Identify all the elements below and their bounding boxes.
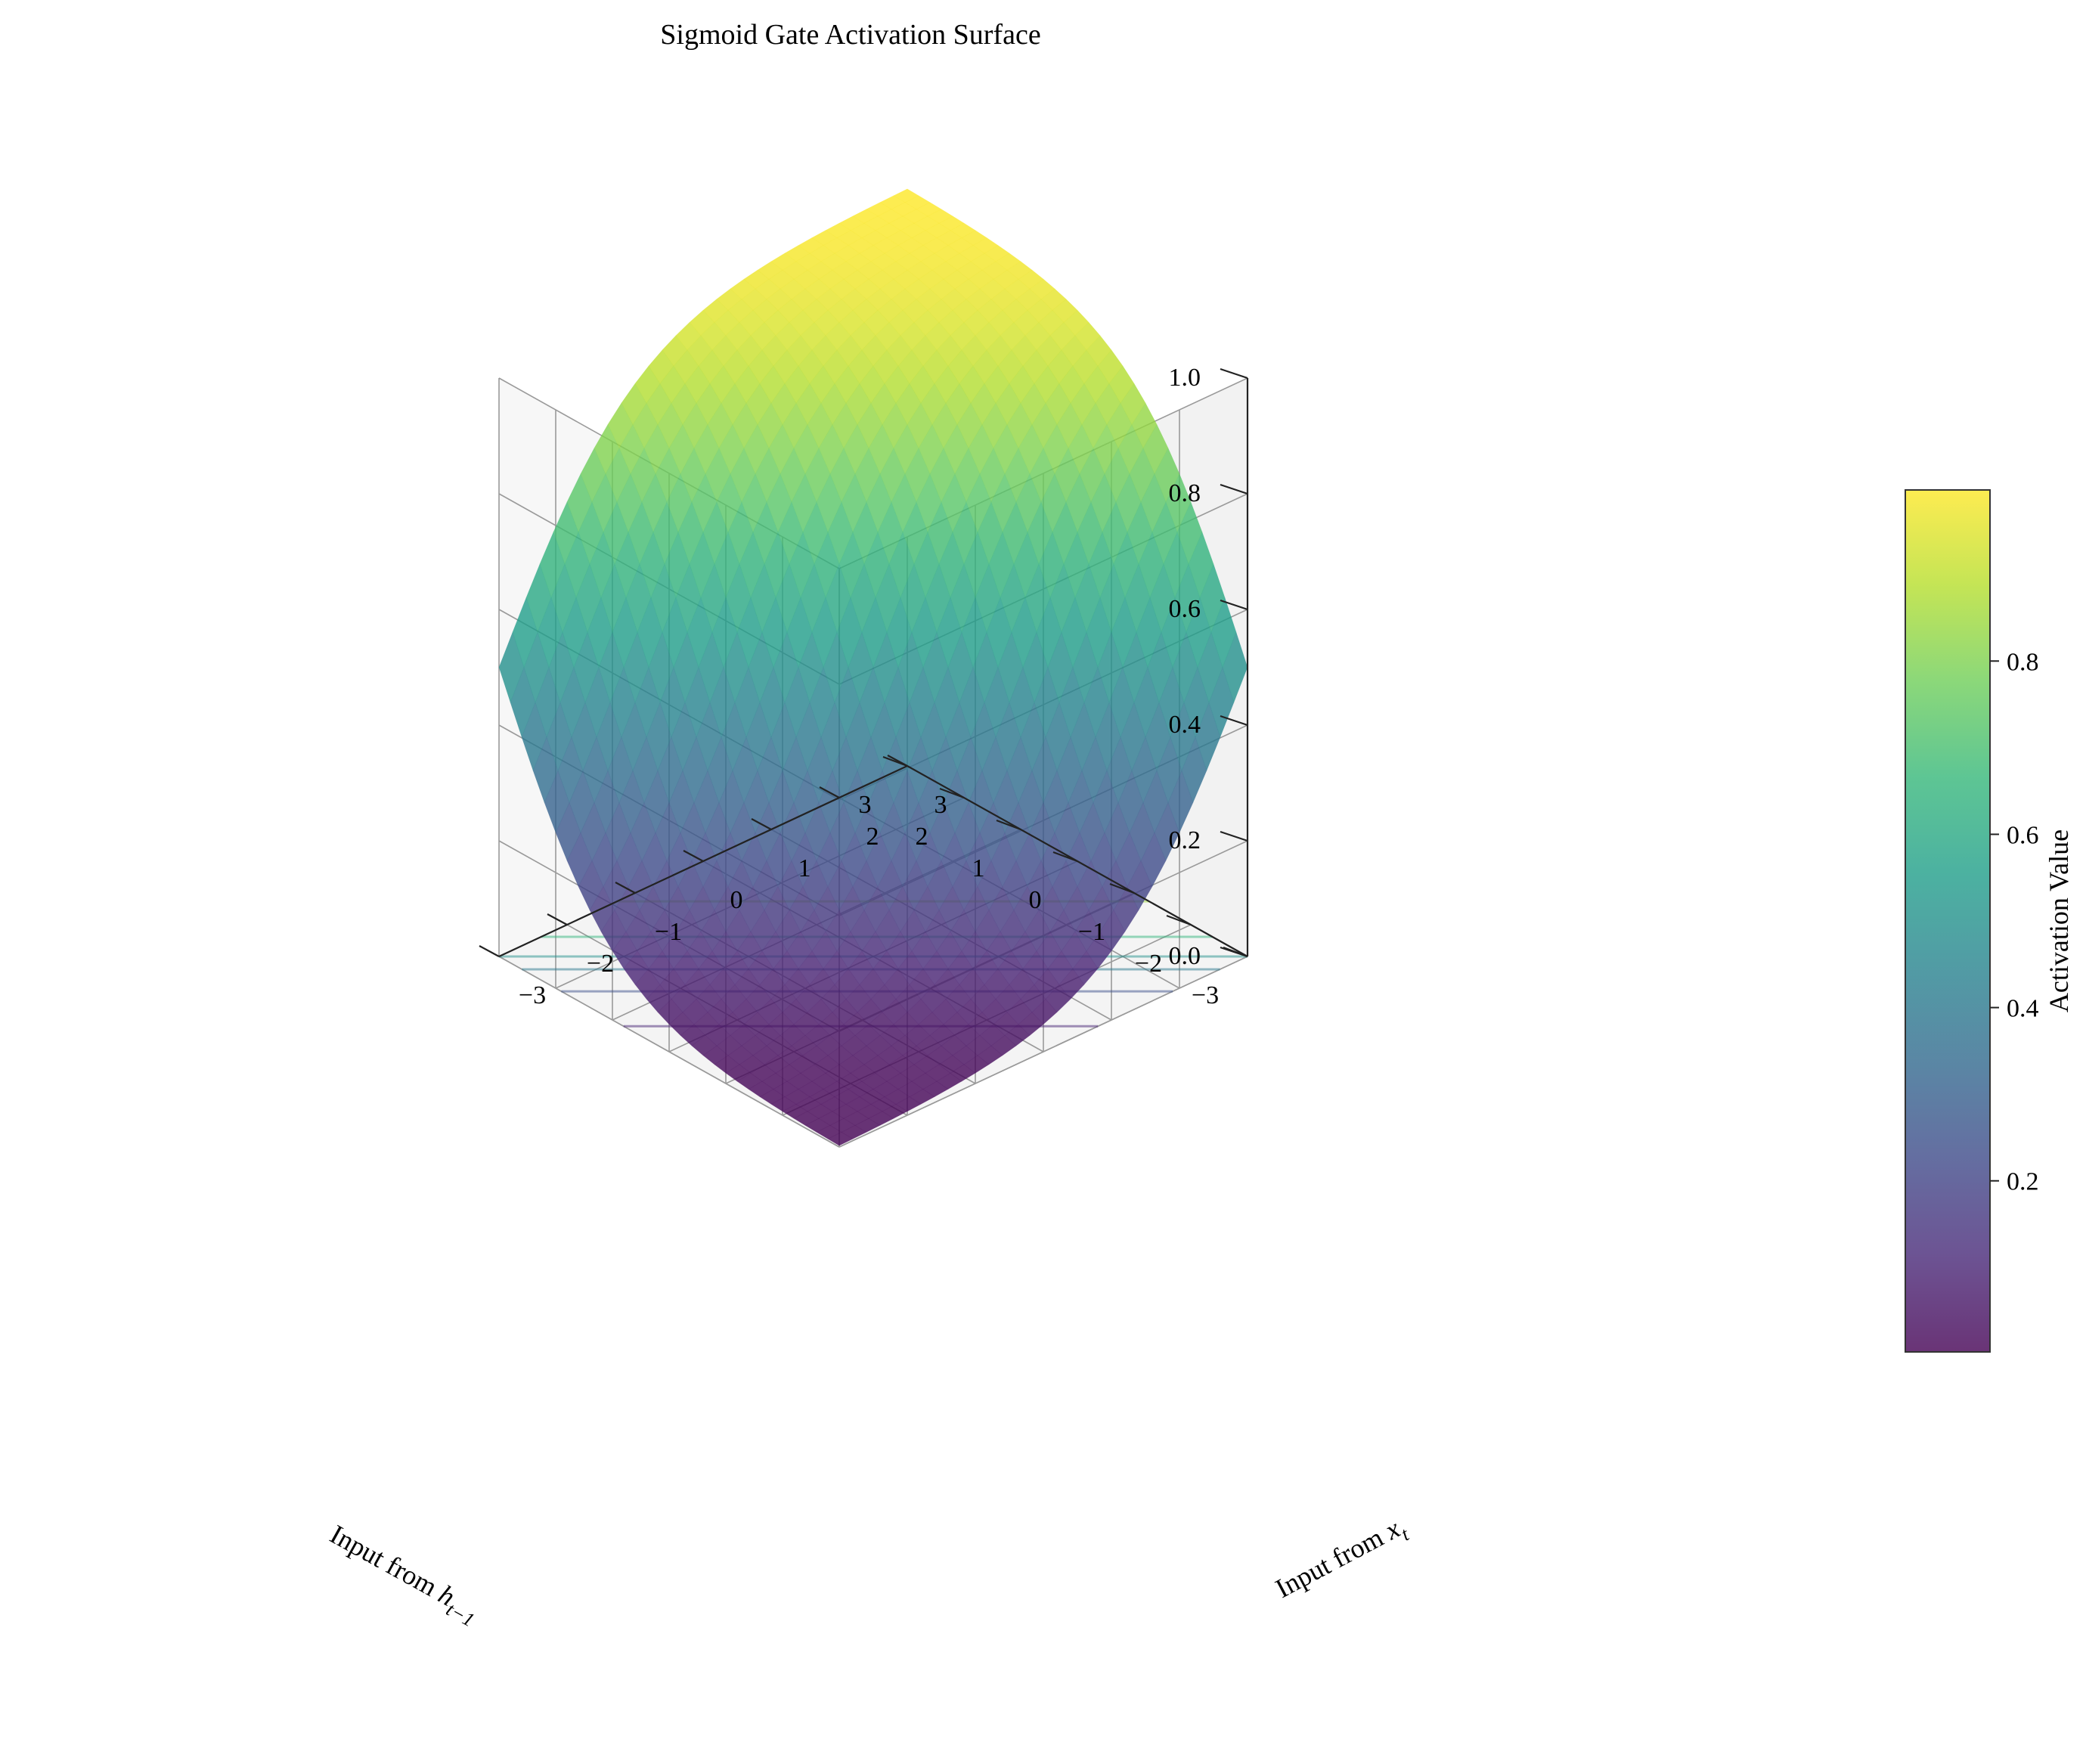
z-tick-label: 0.4 — [1169, 711, 1201, 739]
x-tick-label: 1 — [972, 854, 985, 882]
y-tick-label: 3 — [935, 791, 947, 819]
colorbar-tick-label: 0.2 — [2007, 1168, 2039, 1196]
colorbar-tick-label: 0.4 — [2007, 995, 2039, 1023]
z-tick-label: 1.0 — [1169, 364, 1201, 392]
y-axis-label: Input from xt — [1270, 1510, 1412, 1609]
gridline — [498, 956, 840, 1148]
y-tick-mark — [479, 945, 500, 957]
z-tick-mark — [1220, 830, 1248, 842]
y-tick-label: −1 — [655, 918, 682, 946]
y-tick-mark — [751, 818, 772, 830]
gridline — [838, 956, 1248, 1148]
z-tick-label: 0.6 — [1169, 595, 1201, 623]
x-tick-mark — [939, 787, 965, 799]
x-tick-mark — [1109, 882, 1135, 894]
z-tick-mark — [1220, 946, 1248, 958]
y-tick-label: 2 — [866, 823, 879, 851]
colorbar: Activation Value 0.2 0.4 0.6 0.8 — [1905, 489, 2074, 1353]
z-tick-mark — [1220, 483, 1248, 495]
x-tick-label: −2 — [1135, 950, 1162, 978]
x-tick-label: −3 — [1192, 981, 1219, 1009]
surface-mesh — [498, 188, 1248, 1146]
z-tick-mark — [1220, 599, 1248, 611]
y-tick-label: 1 — [798, 854, 811, 882]
colorbar-label: Activation Value — [2044, 829, 2074, 1012]
y-tick-label: −2 — [587, 950, 614, 978]
chart-title: Sigmoid Gate Activation Surface — [660, 19, 1040, 51]
x-tick-mark — [996, 819, 1021, 831]
x-axis-label: Input from ht−1 — [322, 1519, 485, 1632]
x-tick-label: 0 — [1029, 886, 1042, 914]
y-tick-mark — [615, 882, 636, 894]
z-tick-mark — [1220, 715, 1248, 727]
x-tick-mark — [1052, 851, 1078, 863]
z-tick-label: 0.2 — [1169, 826, 1201, 854]
z-tick-label: 0.0 — [1169, 942, 1201, 970]
x-tick-label: 2 — [916, 823, 928, 851]
y-tick-label: 0 — [730, 886, 743, 914]
y-tick-mark — [547, 913, 568, 925]
z-tick-label: 0.8 — [1169, 479, 1201, 507]
y-tick-mark — [887, 755, 908, 767]
y-tick-mark — [683, 850, 704, 862]
y-tick-mark — [819, 786, 840, 798]
colorbar-gradient — [1905, 489, 1991, 1353]
colorbar-tick-label: 0.6 — [2007, 821, 2039, 849]
colorbar-tick-label: 0.8 — [2007, 648, 2039, 676]
y-tick-label: −3 — [519, 981, 546, 1009]
x-tick-label: 3 — [859, 791, 872, 819]
surface-patch — [893, 188, 919, 203]
z-tick-mark — [1220, 367, 1248, 380]
x-tick-mark — [1166, 914, 1192, 926]
x-tick-label: −1 — [1078, 918, 1105, 946]
